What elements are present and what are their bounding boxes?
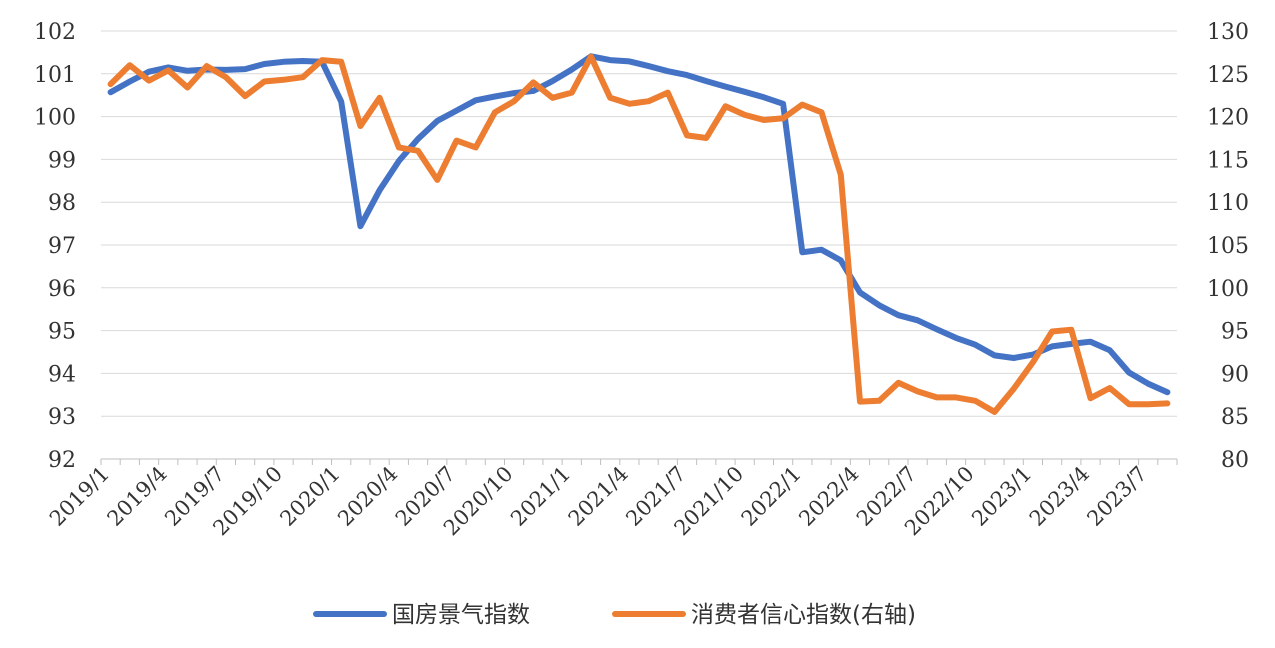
x-tick-label: 2020/1: [275, 462, 344, 531]
x-tick-label: 2023/4: [1025, 462, 1094, 531]
left-tick-label: 96: [48, 277, 76, 302]
right-tick-label: 90: [1221, 362, 1249, 387]
left-tick-label: 97: [48, 234, 76, 259]
x-tick-label: 2021/1: [506, 462, 575, 531]
series-line-consumer-confidence: [107, 53, 1171, 415]
x-tick-label: 2019/4: [103, 462, 172, 531]
x-tick-label: 2022/4: [794, 462, 863, 531]
left-tick-label: 94: [48, 362, 76, 387]
axes: [100, 458, 1178, 465]
left-tick-label: 99: [48, 148, 76, 173]
right-tick-label: 85: [1221, 405, 1249, 430]
left-tick-label: 98: [48, 191, 76, 216]
right-tick-label: 110: [1207, 191, 1249, 216]
x-tick-label: 2023/7: [1082, 462, 1151, 531]
left-tick-label: 93: [48, 405, 76, 430]
legend-label-guofang: 国房景气指数: [392, 602, 530, 628]
right-tick-label: 120: [1207, 106, 1249, 131]
series-line-guofang: [107, 53, 1171, 396]
right-tick-label: 80: [1221, 448, 1249, 473]
legend-label-consumer-confidence: 消费者信心指数(右轴): [691, 602, 916, 628]
x-tick-label: 2023/1: [967, 462, 1036, 531]
left-tick-label: 100: [34, 106, 76, 131]
x-tick-label: 2022/1: [737, 462, 806, 531]
x-tick-label: 2021/4: [564, 462, 633, 531]
right-tick-label: 105: [1207, 234, 1249, 259]
right-tick-label: 125: [1207, 63, 1249, 88]
right-tick-label: 115: [1207, 148, 1249, 173]
right-tick-label: 130: [1207, 20, 1249, 45]
gridlines: [101, 30, 1177, 417]
x-tick-label: 2020/4: [333, 462, 402, 531]
right-axis-ticks: 80 85 90 95 100 105 110 115 120 125 130: [1207, 20, 1249, 473]
series-lines: [107, 53, 1171, 415]
left-tick-label: 92: [48, 448, 76, 473]
right-tick-label: 100: [1207, 277, 1249, 302]
left-tick-label: 102: [34, 20, 76, 45]
left-tick-label: 101: [34, 63, 76, 88]
x-axis-ticks: 2019/12019/42019/72019/102020/12020/4202…: [45, 462, 1152, 541]
legend: 国房景气指数 消费者信心指数(右轴): [313, 602, 916, 628]
right-tick-label: 95: [1221, 320, 1249, 345]
left-tick-label: 95: [48, 320, 76, 345]
left-axis-ticks: 92 93 94 95 96 97 98 99 100 101 102: [34, 20, 76, 473]
